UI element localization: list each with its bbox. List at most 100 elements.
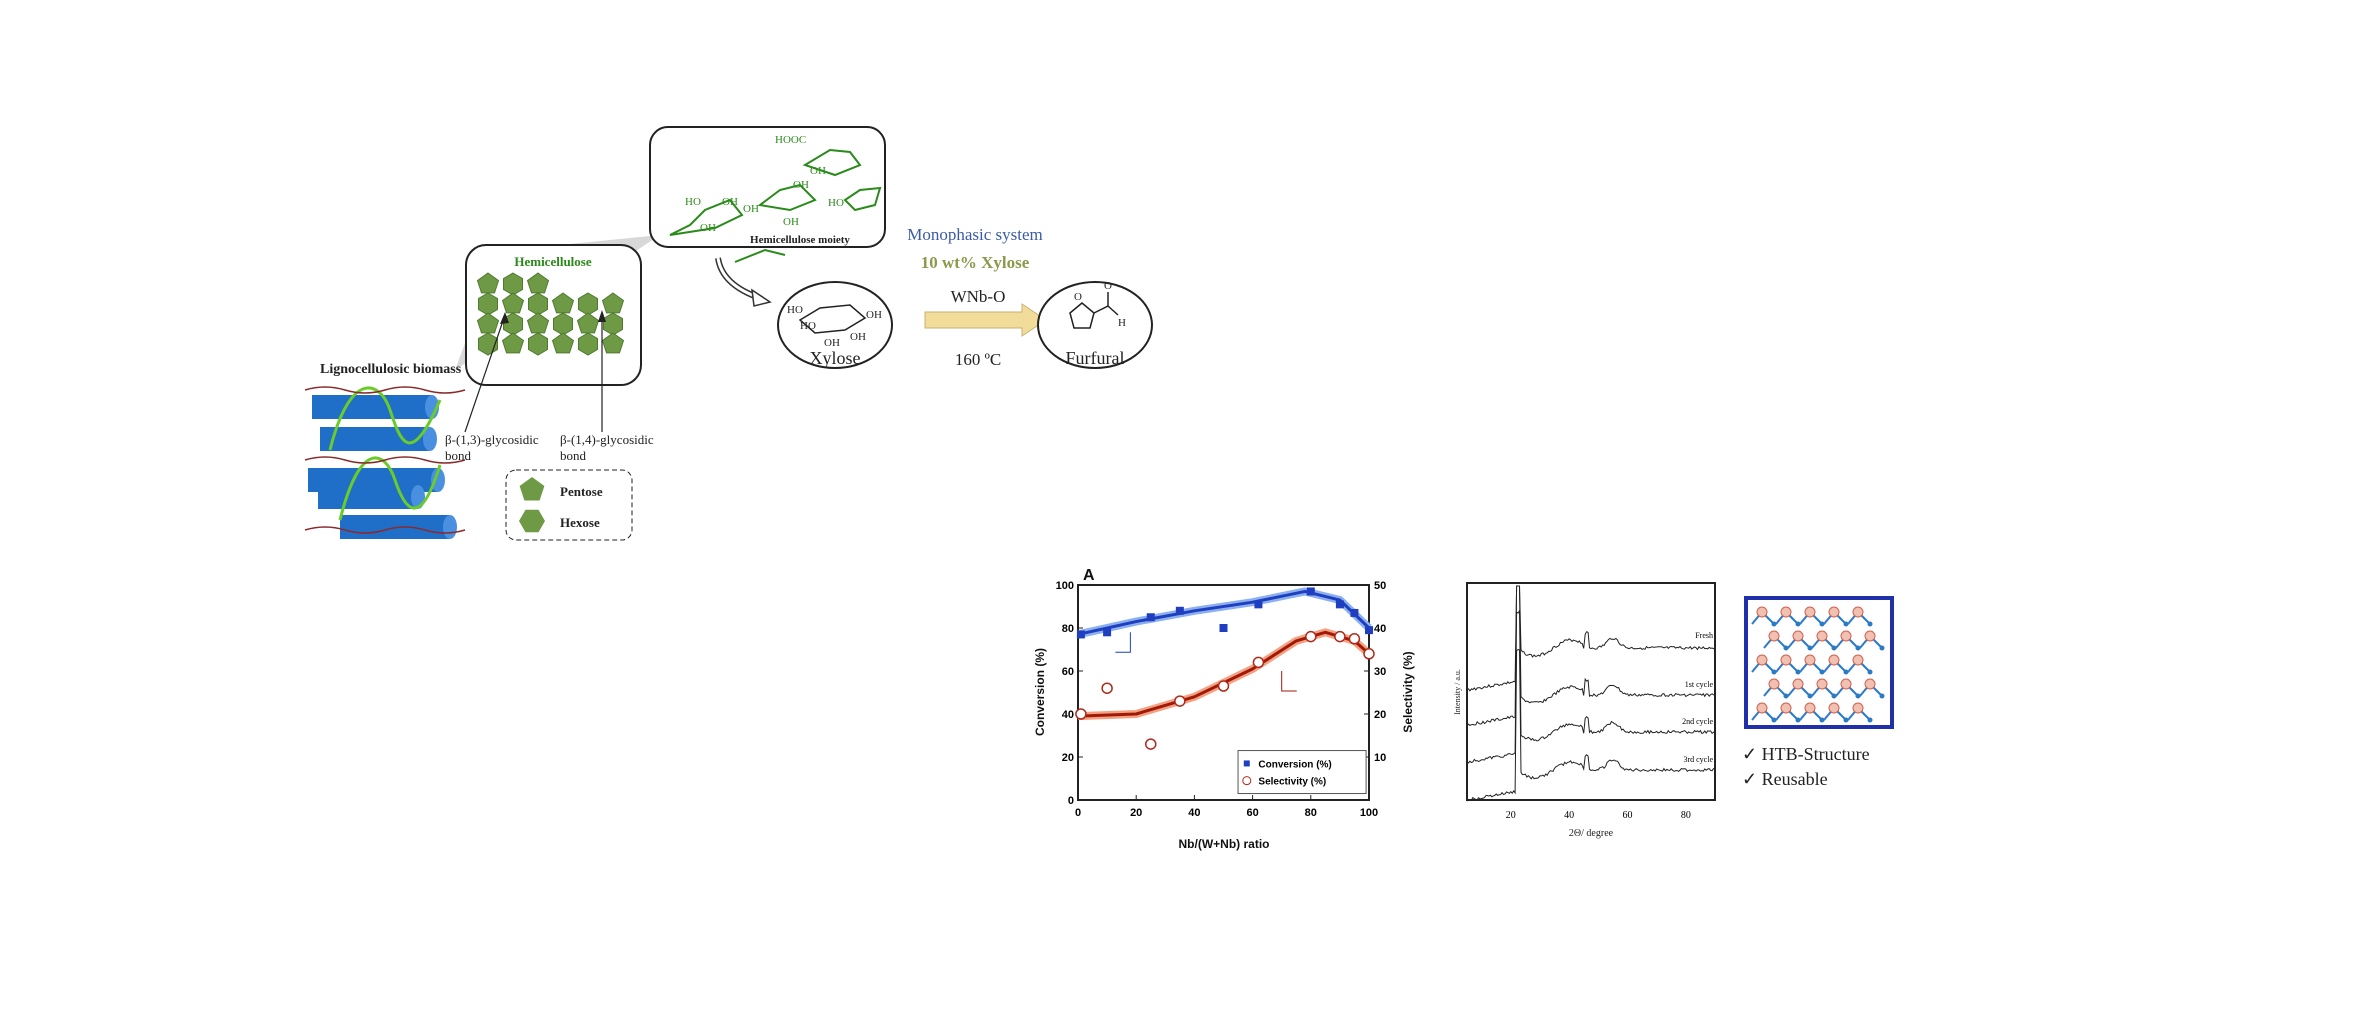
conversion-point bbox=[1146, 613, 1155, 622]
metal-atom bbox=[1852, 702, 1864, 714]
group-label: OH bbox=[850, 331, 866, 343]
xrd-trace-label: 1st cycle bbox=[1685, 680, 1714, 689]
oxygen-atom bbox=[1867, 669, 1873, 675]
fiber-cylinder bbox=[312, 395, 432, 419]
x-tick-label: 0 bbox=[1075, 807, 1081, 819]
metal-atom bbox=[1756, 702, 1768, 714]
metal-atom bbox=[1780, 654, 1792, 666]
hexose-label: Hexose bbox=[560, 515, 600, 530]
xylose-ellipse bbox=[777, 281, 893, 369]
xrd-tick-label: 20 bbox=[1506, 810, 1516, 821]
selectivity-point bbox=[1348, 633, 1361, 645]
hexose-icon bbox=[603, 312, 623, 336]
selectivity-point bbox=[1075, 708, 1087, 720]
furfural-ellipse bbox=[1037, 281, 1153, 369]
axis-pointer-right bbox=[1281, 671, 1297, 692]
oxygen-atom bbox=[1867, 717, 1873, 723]
oxygen-atom bbox=[1807, 693, 1813, 699]
label-ho: HO bbox=[685, 196, 701, 208]
y2-tick-label: 10 bbox=[1374, 752, 1386, 764]
chart-legend bbox=[1237, 750, 1367, 795]
conversion-point bbox=[1076, 630, 1085, 639]
y2-tick-label: 40 bbox=[1374, 623, 1386, 635]
xrd-tick-label: 60 bbox=[1622, 810, 1632, 821]
metal-atom bbox=[1804, 702, 1816, 714]
group-label: OH bbox=[824, 337, 840, 349]
xrd-trace bbox=[1466, 608, 1716, 764]
selectivity-point bbox=[1145, 738, 1157, 750]
y-tick-label: 100 bbox=[1056, 580, 1074, 592]
conversion-point bbox=[1175, 606, 1184, 615]
hexose-icon bbox=[519, 509, 545, 533]
selectivity-point bbox=[1305, 630, 1317, 643]
selectivity-point bbox=[1252, 656, 1265, 669]
metal-atom bbox=[1852, 606, 1864, 618]
conversion-point bbox=[1219, 624, 1228, 632]
oxygen-atom bbox=[1879, 645, 1885, 651]
x-tick-label: 100 bbox=[1360, 807, 1378, 819]
xylose-groups: HO HO OH OH OH bbox=[787, 304, 882, 349]
y-tick-label: 20 bbox=[1062, 752, 1074, 764]
group-label: H bbox=[1118, 317, 1126, 329]
bond14-label-2: bond bbox=[560, 448, 587, 463]
metal-atom bbox=[1792, 678, 1804, 690]
selectivity-point bbox=[1334, 630, 1346, 643]
label-oh: OH bbox=[793, 179, 809, 191]
arrowhead-icon bbox=[598, 310, 606, 322]
oxygen-atom bbox=[1795, 621, 1801, 627]
oxygen-atom bbox=[1855, 693, 1861, 699]
moiety-caption: Hemicellulose moiety bbox=[750, 234, 850, 246]
xrd-frame bbox=[1466, 582, 1716, 801]
y-tick-label: 80 bbox=[1062, 623, 1074, 635]
fiber-end bbox=[423, 427, 437, 451]
xrd-trace-label: 3rd cycle bbox=[1683, 755, 1713, 764]
xylose-label: Xylose bbox=[810, 348, 861, 368]
metal-atom bbox=[1768, 630, 1780, 642]
oxygen-atom bbox=[1771, 669, 1777, 675]
arrowhead-icon bbox=[500, 312, 509, 324]
y2-axis-label: Selectivity (%) bbox=[1401, 651, 1415, 732]
xrd-trace bbox=[1466, 585, 1716, 692]
label-oh: OH bbox=[810, 165, 826, 177]
group-label: OH bbox=[866, 309, 882, 321]
system-label: Monophasic system bbox=[907, 225, 1043, 244]
xrd-tick-label: 40 bbox=[1564, 810, 1574, 821]
oxygen-atom bbox=[1831, 693, 1837, 699]
legend-conversion-marker bbox=[1243, 760, 1250, 767]
feature-htb: ✓ HTB-Structure bbox=[1742, 744, 1870, 764]
metal-atom bbox=[1840, 630, 1852, 642]
cellulose-strand bbox=[304, 526, 466, 534]
group-label: O bbox=[1074, 291, 1082, 303]
selectivity-point bbox=[1217, 680, 1230, 692]
metal-atom bbox=[1840, 678, 1852, 690]
pentose-icon bbox=[601, 332, 625, 354]
oxygen-atom bbox=[1855, 645, 1861, 651]
xrd-tick-label: 80 bbox=[1681, 810, 1691, 821]
biomass-label: Lignocellulosic biomass bbox=[320, 362, 462, 377]
oxygen-atom bbox=[1819, 717, 1825, 723]
axis-pointer-left bbox=[1115, 632, 1131, 653]
oxygen-atom bbox=[1831, 645, 1837, 651]
xrd-chart: 2Θ/ degree Intensity / a.u. 20 40 60 80 Fres… bbox=[1453, 582, 1716, 839]
group-label: HO bbox=[787, 304, 803, 316]
oxygen-atom bbox=[1879, 693, 1885, 699]
metal-atom bbox=[1756, 654, 1768, 666]
hemicellulose-pentagons bbox=[476, 272, 625, 356]
label-hooc: HOOC bbox=[775, 134, 806, 146]
x-tick-label: 40 bbox=[1188, 807, 1200, 819]
oxygen-atom bbox=[1807, 645, 1813, 651]
hemicellulose-title: Hemicellulose bbox=[514, 254, 591, 269]
xrd-x-label: 2Θ/ degree bbox=[1569, 828, 1614, 839]
bond13-label-2: bond bbox=[445, 448, 472, 463]
fiber-end bbox=[443, 515, 457, 539]
conversion-point bbox=[1350, 608, 1359, 617]
metal-atom bbox=[1816, 630, 1828, 642]
fiber-cylinder bbox=[320, 427, 430, 451]
conversion-point bbox=[1103, 628, 1112, 637]
lignin-strand bbox=[338, 456, 442, 521]
legend-entry: Conversion (%) bbox=[1258, 759, 1331, 770]
plot-frame bbox=[1077, 584, 1370, 801]
metal-atom bbox=[1804, 654, 1816, 666]
